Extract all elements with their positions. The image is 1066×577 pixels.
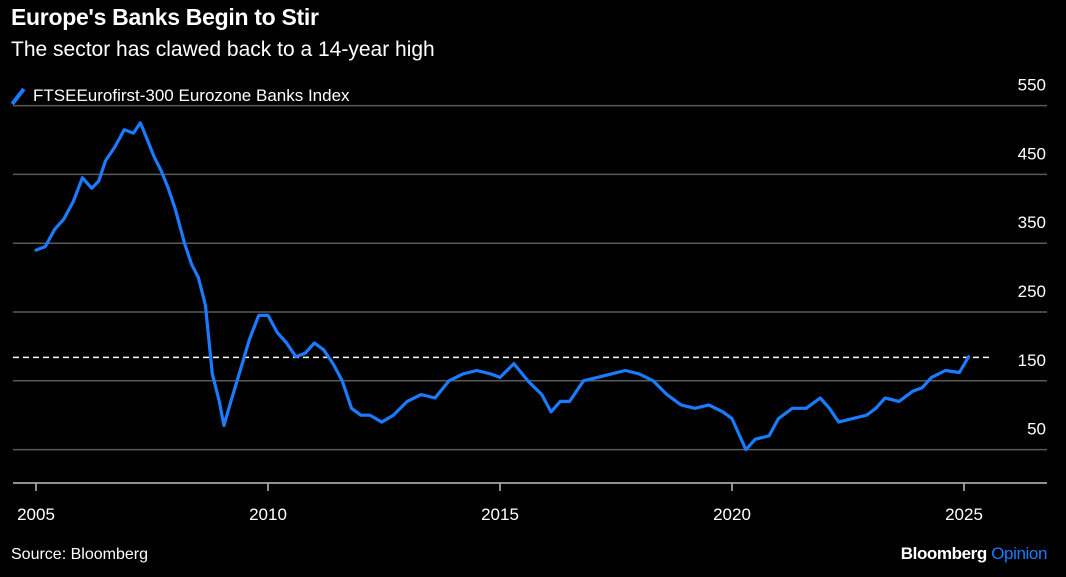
x-tick-labels: 2005 2010 2015 2020 2025 <box>17 483 983 524</box>
y-tick-label: 350 <box>1018 213 1046 232</box>
x-tick-label: 2025 <box>945 505 983 524</box>
legend: FTSEEurofirst-300 Eurozone Banks Index <box>11 86 350 106</box>
x-tick-label: 2010 <box>249 505 287 524</box>
y-tick-label: 450 <box>1018 144 1046 163</box>
brand-main: Bloomberg <box>900 544 988 563</box>
source-note: Source: Bloomberg <box>11 546 148 563</box>
y-tick-label: 550 <box>1018 76 1046 95</box>
brand-logo: Bloomberg Opinion <box>900 544 1048 564</box>
y-tick-label: 150 <box>1018 351 1046 370</box>
chart-title: Europe's Banks Begin to Stir <box>11 4 319 30</box>
grid-lines <box>13 104 1047 484</box>
y-tick-label: 250 <box>1018 282 1046 301</box>
series-line-0 <box>34 121 971 452</box>
brand-accent: Opinion <box>991 544 1047 563</box>
x-tick-label: 2005 <box>17 505 55 524</box>
chart-subtitle: The sector has clawed back to a 14-year … <box>11 38 435 61</box>
y-tick-labels: 50 150 250 350 450 550 <box>1018 76 1046 439</box>
series-layer <box>34 121 971 452</box>
x-tick-label: 2020 <box>713 505 751 524</box>
x-tick-label: 2015 <box>481 505 519 524</box>
y-tick-label: 50 <box>1027 420 1046 439</box>
legend-label: FTSEEurofirst-300 Eurozone Banks Index <box>33 86 350 105</box>
